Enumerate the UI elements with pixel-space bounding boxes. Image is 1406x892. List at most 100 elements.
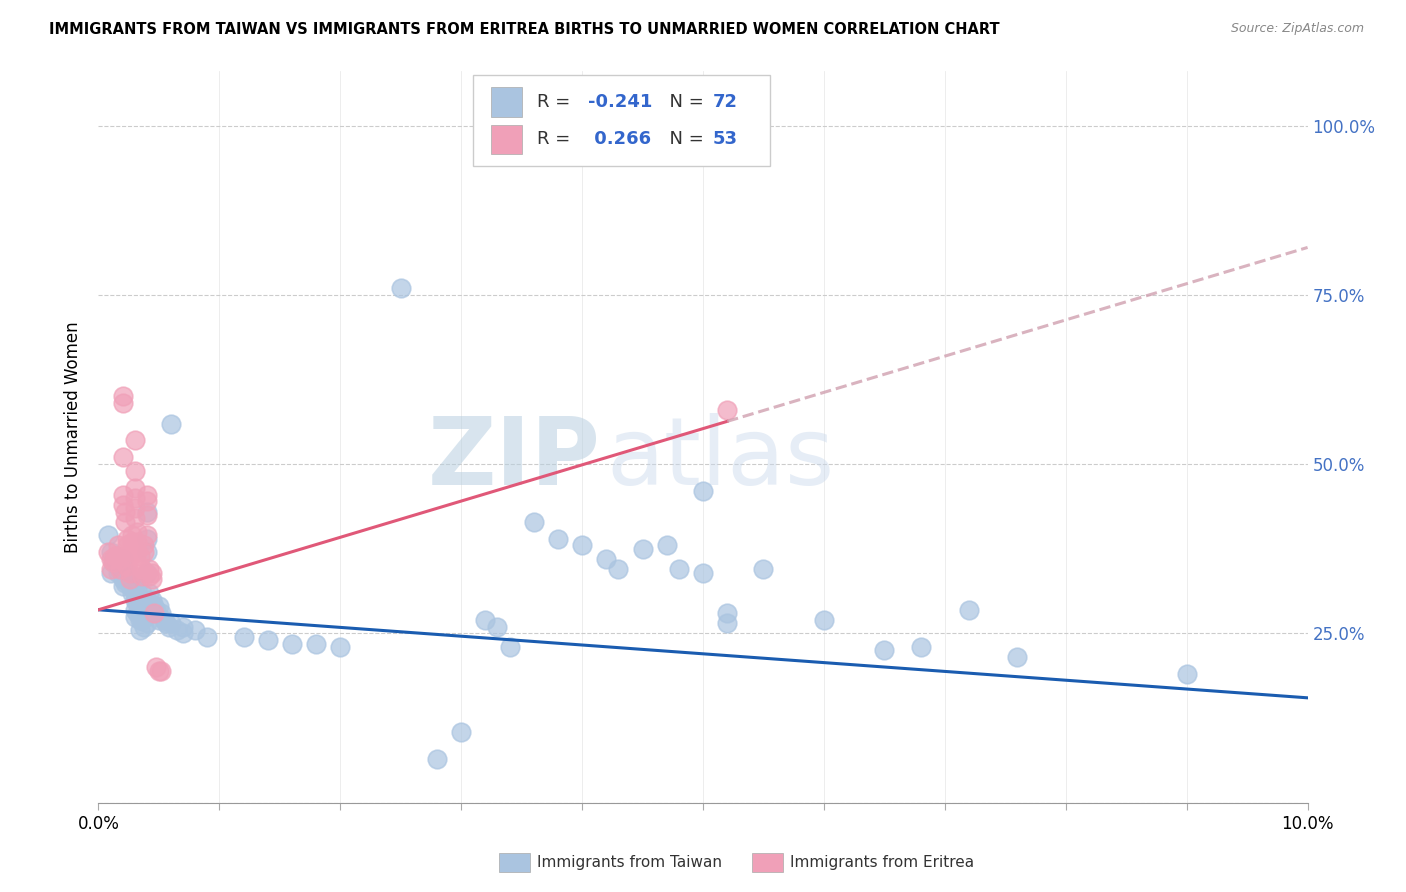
Point [305, 637, 328, 651]
Point [138, 569, 160, 583]
Point [107, 566, 129, 580]
Point [141, 566, 163, 580]
Point [135, 532, 157, 546]
Point [135, 592, 157, 607]
Point [135, 606, 157, 620]
Point [957, 603, 980, 617]
Point [111, 396, 134, 410]
Point [155, 616, 177, 631]
Point [111, 566, 134, 580]
Point [329, 640, 352, 654]
Point [547, 532, 569, 546]
Point [127, 524, 149, 539]
Point [131, 586, 153, 600]
Point [1007, 650, 1029, 665]
Text: -0.241: -0.241 [588, 93, 652, 112]
Text: 0.266: 0.266 [588, 130, 651, 148]
Point [124, 592, 146, 607]
Point [571, 538, 593, 552]
Point [910, 640, 932, 654]
Point [1175, 667, 1198, 681]
Point [523, 515, 546, 529]
Point [124, 501, 146, 516]
Point [157, 620, 180, 634]
Point [108, 552, 131, 566]
Point [124, 481, 146, 495]
Point [692, 484, 714, 499]
Point [121, 535, 143, 549]
Text: 53: 53 [713, 130, 738, 148]
Point [118, 572, 141, 586]
Point [607, 562, 630, 576]
Point [97, 545, 120, 559]
Point [100, 545, 122, 559]
Point [148, 664, 170, 678]
Text: Immigrants from Taiwan: Immigrants from Taiwan [537, 855, 723, 870]
Point [813, 613, 835, 627]
Point [131, 596, 153, 610]
Point [127, 596, 149, 610]
Point [124, 464, 146, 478]
Point [128, 592, 150, 607]
Point [108, 562, 131, 576]
Point [256, 633, 278, 648]
Point [100, 552, 122, 566]
Point [104, 552, 127, 566]
Point [107, 558, 129, 573]
Point [716, 616, 738, 631]
Point [135, 545, 157, 559]
Point [172, 620, 194, 634]
Text: R =: R = [537, 93, 576, 112]
Point [121, 579, 143, 593]
Point [143, 606, 166, 620]
Point [716, 403, 738, 417]
Point [135, 508, 157, 522]
Point [148, 613, 170, 627]
Point [111, 572, 134, 586]
Point [143, 599, 166, 614]
Point [114, 515, 136, 529]
Point [128, 623, 150, 637]
Point [172, 626, 194, 640]
Point [716, 606, 738, 620]
Point [118, 579, 141, 593]
Point [873, 643, 896, 657]
Point [184, 623, 207, 637]
FancyBboxPatch shape [474, 75, 769, 167]
Text: Immigrants from Eritrea: Immigrants from Eritrea [790, 855, 974, 870]
Point [145, 660, 167, 674]
Point [117, 532, 139, 546]
Point [166, 623, 188, 637]
Bar [492, 87, 522, 117]
Point [127, 582, 149, 597]
Point [128, 558, 150, 573]
Point [668, 562, 690, 576]
Point [131, 569, 153, 583]
Point [101, 555, 124, 569]
Point [124, 586, 146, 600]
Point [111, 552, 134, 566]
Point [118, 566, 141, 580]
Point [474, 613, 496, 627]
Point [138, 586, 160, 600]
Text: IMMIGRANTS FROM TAIWAN VS IMMIGRANTS FROM ERITREA BIRTHS TO UNMARRIED WOMEN CORR: IMMIGRANTS FROM TAIWAN VS IMMIGRANTS FRO… [49, 22, 1000, 37]
Point [134, 620, 156, 634]
Text: 72: 72 [713, 93, 738, 112]
Point [128, 549, 150, 563]
Point [450, 724, 472, 739]
Point [111, 450, 134, 465]
Point [124, 434, 146, 448]
Point [117, 538, 139, 552]
Point [121, 528, 143, 542]
Bar [492, 125, 522, 154]
Point [631, 541, 654, 556]
Point [118, 572, 141, 586]
Text: ZIP: ZIP [427, 413, 600, 505]
Point [135, 528, 157, 542]
Point [135, 566, 157, 580]
Point [655, 538, 678, 552]
Point [107, 538, 129, 552]
Point [486, 620, 509, 634]
Point [135, 616, 157, 631]
Point [111, 498, 134, 512]
